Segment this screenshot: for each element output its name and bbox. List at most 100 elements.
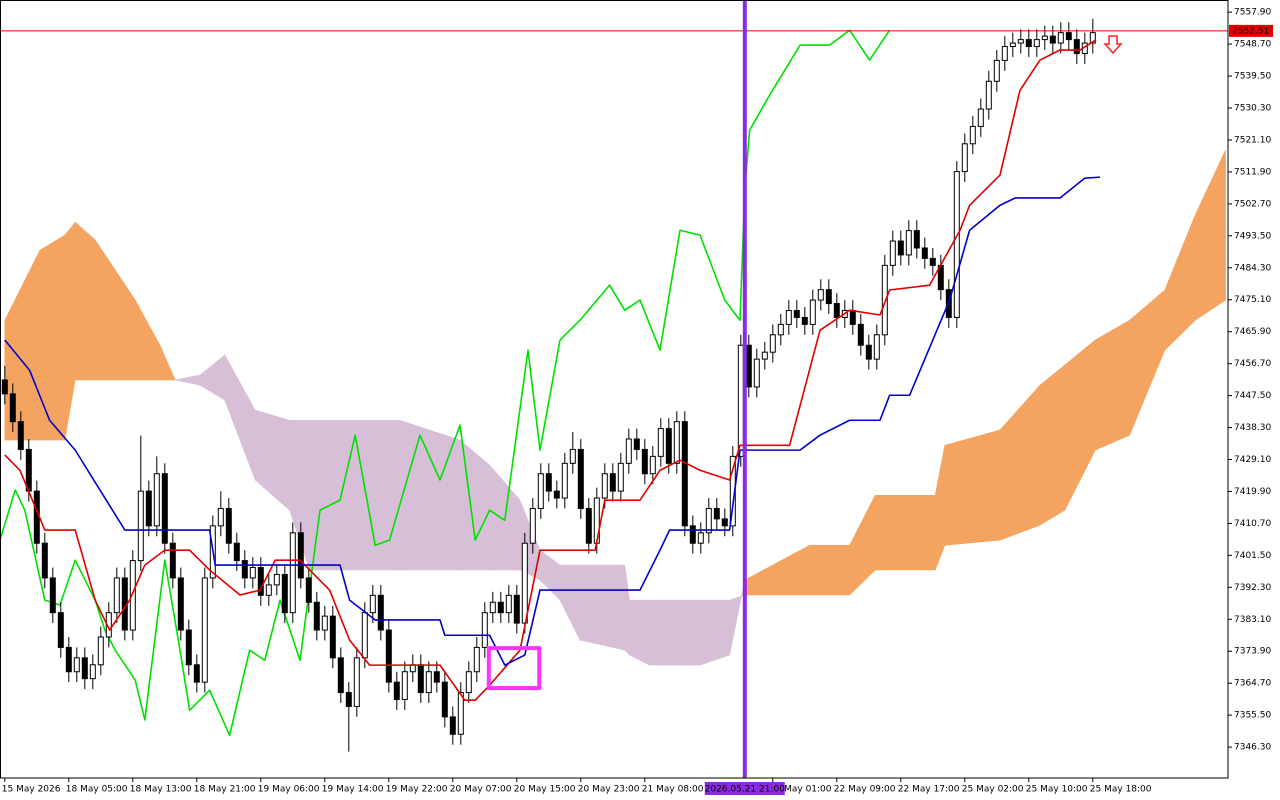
candle-body <box>857 323 864 346</box>
candle-body <box>425 671 432 694</box>
candle-body <box>497 601 504 614</box>
candle-body <box>1089 32 1096 44</box>
candle-body <box>449 716 456 735</box>
cloud-segment <box>629 599 650 666</box>
cloud-segment <box>809 544 850 596</box>
candle-body <box>177 577 184 631</box>
candle-body <box>609 473 616 492</box>
x-tick-label: 21 May 08:00 <box>642 785 704 795</box>
x-tick-label: 25 May 02:00 <box>962 785 1024 795</box>
y-tick-label: 7539.50 <box>1234 72 1271 82</box>
candle-body <box>873 334 880 360</box>
candle-body <box>457 692 464 735</box>
y-tick-label: 7502.70 <box>1234 199 1271 209</box>
cloud-segment <box>159 345 176 381</box>
candle-body <box>697 532 704 544</box>
candle-body <box>89 664 96 680</box>
y-tick-label: 7447.50 <box>1234 391 1271 401</box>
candle-body <box>553 490 560 499</box>
y-tick-label: 7456.70 <box>1234 359 1271 369</box>
candle-body <box>217 507 224 527</box>
candle-body <box>361 612 368 659</box>
cloud-segment <box>874 494 936 571</box>
x-tick-label: 22 May 09:00 <box>834 785 896 795</box>
x-tick-label: 25 May 18:00 <box>1090 785 1152 795</box>
candle-body <box>657 428 664 457</box>
candle-body <box>625 438 632 464</box>
candle-body <box>241 560 248 579</box>
candle-body <box>769 334 776 353</box>
cloud-segment <box>649 599 701 666</box>
candle-body <box>569 448 576 464</box>
candle-body <box>905 230 912 256</box>
x-tick-label: 19 May 14:00 <box>322 785 384 795</box>
candle-body <box>1049 35 1056 44</box>
candle-body <box>713 507 720 520</box>
candle-body <box>321 615 328 631</box>
candle-body <box>601 473 608 499</box>
candle-body <box>49 577 56 614</box>
highlight-box <box>486 646 542 691</box>
y-tick-label: 7484.30 <box>1234 263 1271 273</box>
candle-body <box>537 473 544 509</box>
candle-body <box>817 289 824 301</box>
candle-body <box>921 247 928 259</box>
y-tick-label: 7493.50 <box>1234 231 1271 241</box>
indicator-line <box>4 176 1101 666</box>
candle-body <box>73 657 80 673</box>
y-tick-label: 7419.90 <box>1234 487 1271 497</box>
cloud-segment <box>399 419 461 571</box>
candle-body <box>897 240 904 256</box>
axes: 7557.90 7548.70 7539.50 7530.30 7521.10 7511.… <box>2 8 1273 795</box>
candle-body <box>465 671 472 694</box>
candle-body <box>337 657 344 694</box>
candle-body <box>313 601 320 631</box>
x-tick-label: 19 May 06:00 <box>258 785 320 795</box>
candle-body <box>1057 32 1064 44</box>
candle-body <box>753 358 760 388</box>
y-tick-label: 7373.90 <box>1234 647 1271 657</box>
x-tick-label: 19 May 22:00 <box>386 785 448 795</box>
candle-body <box>617 462 624 492</box>
candle-body <box>17 421 24 450</box>
cloud-segment <box>699 599 730 666</box>
candle-body <box>153 473 160 527</box>
candle-body <box>353 657 360 707</box>
candle-body <box>377 594 384 631</box>
candle-body <box>345 692 352 707</box>
candle-body <box>737 344 744 457</box>
cloud-segment <box>1194 149 1226 321</box>
candle-body <box>137 490 144 562</box>
candle-body <box>761 351 768 360</box>
candle-body <box>665 428 672 464</box>
cloud-segment <box>39 234 66 441</box>
candle-body <box>233 542 240 562</box>
candle-body <box>641 448 648 475</box>
candle-body <box>521 542 528 624</box>
x-tick-label: 22 May 17:00 <box>898 785 960 795</box>
candle-body <box>417 664 424 694</box>
candle-body <box>577 448 584 509</box>
x-tick-label: 20 May 15:00 <box>514 785 576 795</box>
candle-body <box>265 584 272 596</box>
x-tick-label: 18 May 21:00 <box>194 785 256 795</box>
y-tick-label: 7383.10 <box>1234 615 1271 625</box>
price-label-box <box>1229 24 1273 37</box>
candle-body <box>1009 42 1016 48</box>
candle-body <box>913 230 920 249</box>
y-tick-label: 7465.90 <box>1234 327 1271 337</box>
cloud-segment <box>579 564 626 651</box>
y-tick-label: 7475.10 <box>1234 295 1271 305</box>
y-tick-label: 7401.50 <box>1234 551 1271 561</box>
candle-body <box>57 612 64 648</box>
candle-body <box>585 507 592 544</box>
candle-body <box>985 80 992 110</box>
candle-body <box>1001 46 1008 61</box>
candle-body <box>793 310 800 318</box>
candle-body <box>929 257 936 266</box>
y-tick-label: 7530.30 <box>1234 104 1271 114</box>
candle-body <box>545 473 552 492</box>
candle-body <box>833 303 840 318</box>
candle-body <box>889 240 896 266</box>
